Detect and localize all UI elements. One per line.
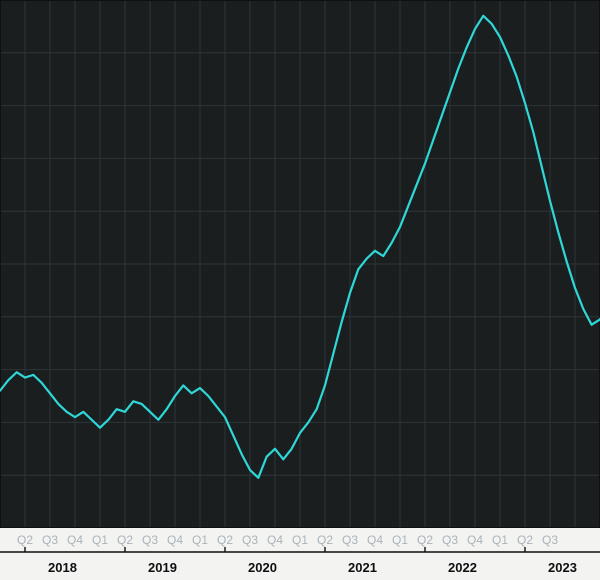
xaxis-quarter-label: Q3	[242, 533, 258, 547]
xaxis-year-label: 2023	[548, 560, 577, 575]
xaxis-quarter-label: Q2	[217, 533, 233, 547]
xaxis-quarter-label: Q1	[92, 533, 108, 547]
xaxis-year-label: 2020	[248, 560, 277, 575]
xaxis-quarter-label: Q2	[417, 533, 433, 547]
xaxis-year-label: 2019	[148, 560, 177, 575]
xaxis-quarter-label: Q2	[117, 533, 133, 547]
xaxis-quarter-label: Q3	[42, 533, 58, 547]
xaxis-quarter-label: Q4	[367, 533, 383, 547]
xaxis-quarter-label: Q2	[17, 533, 33, 547]
xaxis-quarter-label: Q3	[142, 533, 158, 547]
chart-svg: Q2 Q3 Q4 Q1 Q2 Q3 Q4 Q1 Q2 Q3 Q4 Q1 Q2 Q3 Q4 Q1 Q2 Q3 Q4 Q1…	[0, 0, 600, 580]
xaxis-quarter-label: Q1	[292, 533, 308, 547]
xaxis-year-label: 2018	[48, 560, 77, 575]
xaxis-quarter-label: Q4	[267, 533, 283, 547]
xaxis-quarter-label: Q3	[342, 533, 358, 547]
xaxis-year-label: 2021	[348, 560, 377, 575]
xaxis-quarter-label: Q1	[392, 533, 408, 547]
xaxis-quarter-label: Q3	[442, 533, 458, 547]
xaxis-quarter-label: Q2	[317, 533, 333, 547]
xaxis-quarter-label: Q4	[167, 533, 183, 547]
xaxis-quarter-label: Q3	[542, 533, 558, 547]
xaxis-year-label: 2022	[448, 560, 477, 575]
xaxis-quarter-label: Q1	[192, 533, 208, 547]
xaxis-quarter-label: Q4	[67, 533, 83, 547]
line-chart: Q2 Q3 Q4 Q1 Q2 Q3 Q4 Q1 Q2 Q3 Q4 Q1 Q2 Q3 Q4 Q1 Q2 Q3 Q4 Q1…	[0, 0, 600, 580]
xaxis-quarter-label: Q1	[492, 533, 508, 547]
xaxis-quarter-label: Q2	[517, 533, 533, 547]
xaxis-quarter-label: Q4	[467, 533, 483, 547]
